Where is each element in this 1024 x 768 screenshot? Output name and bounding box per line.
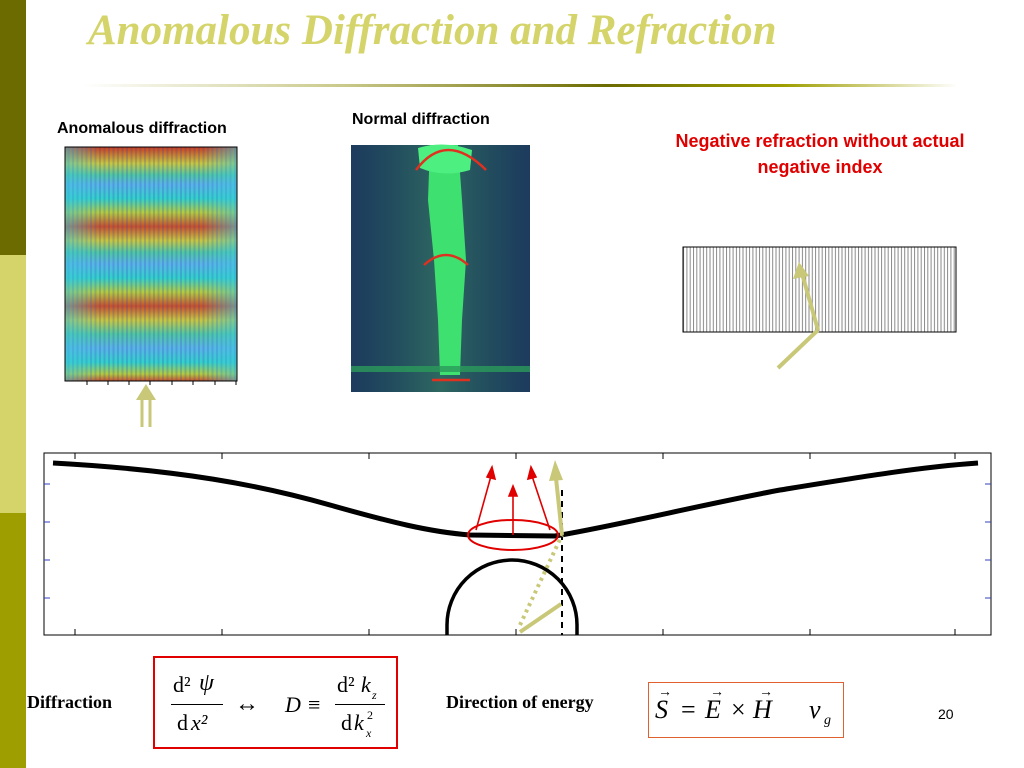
incident-beam-arrow [136,384,156,427]
poynting-equation-box: S → = E → × H → v g [648,682,844,738]
title-underline [82,84,958,87]
sidebar-band-bottom [0,513,26,768]
kx-symbol: k [354,710,364,735]
normal-diffraction-label: Normal diffraction [352,111,490,128]
S-arrow-icon: → [658,685,672,700]
identity-symbol: ≡ [308,692,321,717]
diffraction-label: Diffraction [27,692,112,712]
normal-diffraction-image [351,144,530,392]
E-vector: E [705,695,721,724]
denominator-x2: x² [191,710,208,735]
direction-of-energy-label: Direction of energy [446,692,594,712]
kz-subscript: z [372,688,377,702]
denominator-d: d [177,710,188,735]
E-arrow-icon: → [710,685,724,700]
kx-subscript: x [366,726,372,740]
S-vector: S [655,695,668,724]
psi-symbol: ψ [199,670,214,696]
fraction-bar-left [171,704,223,705]
kx-superscript: 2 [367,708,373,722]
H-vector: H [753,695,772,724]
numerator-d2: d² [173,672,191,697]
sidebar-band-middle [0,255,26,513]
negative-refraction-caption: Negative refraction without actual negat… [675,131,965,177]
equivalence-arrow: ↔ [235,691,259,717]
grating-diagram [682,246,957,370]
page-number: 20 [938,706,954,722]
denominator-d-right: d [341,710,352,735]
D-symbol: D [285,692,301,717]
dispersion-curve-plot [43,452,992,636]
group-velocity-v: v [809,695,821,724]
sidebar-band-top [0,0,26,255]
anomalous-diffraction-label: Anomalous diffraction [57,120,227,137]
fraction-bar-right [335,704,385,705]
anomalous-diffraction-plot [64,146,238,385]
equals-sign: = [681,695,696,724]
H-arrow-icon: → [759,685,773,700]
slide-title: Anomalous Diffraction and Refraction [88,7,777,54]
kz-symbol: k [361,672,371,697]
group-velocity-subscript: g [824,713,831,728]
diffraction-equation-box: d² ψ d x² ↔ D ≡ d² k z d k x 2 [153,656,398,749]
numerator-d2-right: d² [337,672,355,697]
cross-product-sign: × [731,695,746,724]
